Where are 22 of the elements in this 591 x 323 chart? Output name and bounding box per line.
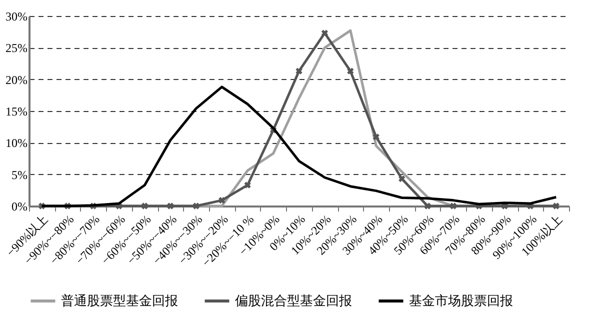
y-tick-label: 25% — [6, 41, 28, 56]
point — [450, 202, 457, 210]
y-tick-label: 0% — [12, 200, 28, 214]
point — [424, 202, 431, 210]
legend-label: 普通股票型基金回报 — [61, 293, 178, 308]
point — [141, 202, 148, 210]
y-tick-label: 10% — [6, 136, 28, 150]
y-tick-label: 5% — [12, 168, 28, 182]
y-tick-label: 15% — [6, 104, 28, 118]
legend-label: 偏股混合型基金回报 — [235, 293, 352, 308]
point — [218, 196, 226, 204]
point — [552, 202, 560, 210]
legend-label: 基金市场股票回报 — [409, 293, 513, 308]
y-tick-label: 30% — [6, 10, 28, 24]
point — [167, 202, 174, 210]
point — [398, 175, 406, 182]
point — [347, 68, 354, 74]
point — [296, 68, 302, 74]
point — [244, 182, 251, 188]
point — [192, 202, 200, 210]
y-tick-label: 20% — [6, 72, 28, 87]
point — [372, 134, 380, 140]
